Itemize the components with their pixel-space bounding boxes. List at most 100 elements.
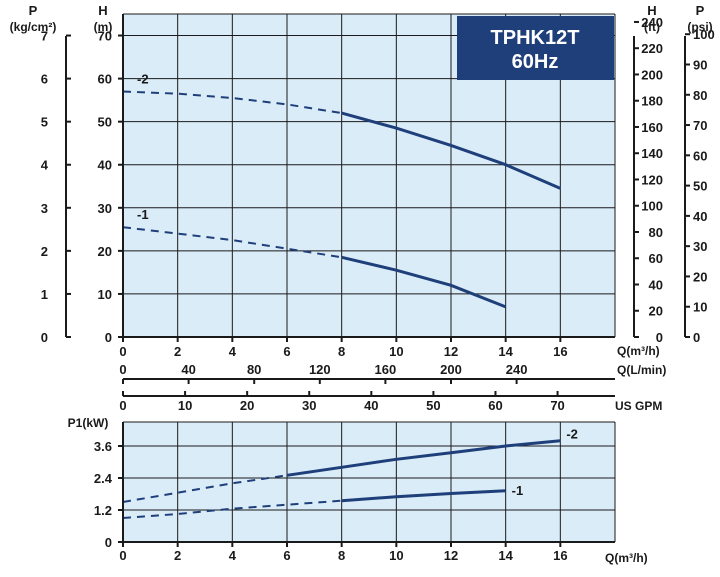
lmin-tick-label: 80 (247, 362, 261, 377)
h-ft-tick-label: 180 (641, 94, 663, 109)
gpm-tick-label: 70 (550, 398, 564, 413)
p-psi-tick-label: 30 (693, 239, 707, 254)
lmin-tick-label: 200 (440, 362, 462, 377)
lmin-tick-label: 0 (119, 362, 126, 377)
p-kg-tick-label: 5 (41, 115, 48, 130)
power-curve-n2-solid (286, 439, 561, 477)
bottom-curves (122, 439, 561, 519)
p1-tick-label: 0 (105, 535, 112, 550)
h-ft-tick-label: 40 (649, 277, 663, 292)
h-ft-tick-label: 0 (656, 330, 663, 345)
p-kg-tick-label: 0 (41, 330, 48, 345)
p-psi-axis-label: P (696, 3, 705, 18)
q-bottom-tick-label: 4 (229, 548, 237, 563)
q-bottom-tick-label: 2 (174, 548, 181, 563)
gpm-axis-label: US GPM (615, 399, 662, 413)
q-tick-label: 14 (498, 344, 513, 359)
p-kg-tick-label: 3 (41, 201, 48, 216)
gpm-tick-label: 30 (302, 398, 316, 413)
lmin-axis-label: Q(L/min) (617, 363, 666, 377)
h-ft-tick-label: 200 (641, 67, 663, 82)
q-bottom-tick-label: 12 (444, 548, 458, 563)
power-series-label: -2 (566, 427, 578, 442)
head-curve-n1-solid (341, 255, 507, 309)
h-ft-tick-label: 160 (641, 120, 663, 135)
head-series-label: -2 (137, 72, 149, 87)
p-kg-tick-label: 1 (41, 287, 48, 302)
gpm-tick-label: 20 (240, 398, 254, 413)
head-curve-n1-dashed (122, 226, 342, 259)
h-tick-label: 20 (98, 244, 112, 259)
h-tick-label: 70 (98, 29, 112, 44)
h-ft-tick-label: 220 (641, 41, 663, 56)
p-kg-tick-label: 4 (41, 158, 49, 173)
h-tick-label: 10 (98, 287, 112, 302)
p-kg-tick-label: 2 (41, 244, 48, 259)
h-tick-label: 30 (98, 201, 112, 216)
h-ft-tick-label: 240 (641, 15, 663, 30)
q-tick-label: 4 (229, 344, 237, 359)
h-tick-label: 0 (105, 330, 112, 345)
power-curve-n1-dashed (122, 499, 342, 519)
q-tick-label: 10 (389, 344, 403, 359)
q-tick-label: 6 (283, 344, 290, 359)
axes (65, 14, 690, 547)
h-ft-tick-label: 120 (641, 172, 663, 187)
p-psi-tick-label: 10 (693, 300, 707, 315)
h-tick-label: 60 (98, 72, 112, 87)
p-psi-tick-label: 90 (693, 57, 707, 72)
power-curve-n1-solid (341, 489, 506, 503)
q-bottom-tick-label: 0 (119, 548, 126, 563)
p-psi-tick-label: 100 (693, 27, 715, 42)
h-ft-tick-label: 140 (641, 146, 663, 161)
gpm-tick-label: 0 (119, 398, 126, 413)
p-psi-axis-unit: (psi) (687, 20, 712, 34)
p-kg-tick-label: 7 (41, 29, 48, 44)
labels: -2-1-2-1010203040506070H(m)01234567P(kg/… (10, 3, 715, 565)
gpm-tick-label: 60 (488, 398, 502, 413)
h-ft-tick-label: 60 (649, 251, 663, 266)
head-curve-n2-solid (341, 111, 561, 190)
q-tick-label: 12 (444, 344, 458, 359)
q-bottom-axis-label: Q(m³/h) (605, 551, 648, 565)
lmin-tick-label: 160 (375, 362, 397, 377)
p-psi-tick-label: 0 (693, 330, 700, 345)
q-tick-label: 0 (119, 344, 126, 359)
p-psi-tick-label: 40 (693, 209, 707, 224)
p1-tick-label: 1.2 (94, 503, 112, 518)
q-bottom-tick-label: 14 (498, 548, 513, 563)
gpm-tick-label: 50 (426, 398, 440, 413)
h-axis-label: H (98, 3, 107, 18)
h-tick-label: 40 (98, 158, 112, 173)
q-tick-label: 8 (338, 344, 345, 359)
q-bottom-tick-label: 6 (283, 548, 290, 563)
p-kg-axis-label: P (29, 3, 38, 18)
p-kg-axis-unit: (kg/cm²) (10, 20, 57, 34)
p-psi-tick-label: 20 (693, 269, 707, 284)
bottom-plot-background (123, 422, 615, 542)
h-axis-unit: (m) (94, 20, 113, 34)
p-kg-tick-label: 6 (41, 72, 48, 87)
lmin-tick-label: 240 (506, 362, 528, 377)
head-series-label: -1 (137, 207, 149, 222)
top-curves (122, 90, 561, 309)
h-ft-axis-label: H (647, 3, 656, 18)
h-ft-tick-label: 100 (641, 199, 663, 214)
gpm-tick-label: 10 (178, 398, 192, 413)
h-ft-axis-unit: (ft) (644, 20, 660, 34)
lmin-tick-label: 120 (309, 362, 331, 377)
h-ft-tick-label: 20 (649, 304, 663, 319)
p-psi-tick-label: 70 (693, 118, 707, 133)
lmin-tick-label: 40 (181, 362, 195, 377)
title-line-1: TPHK12T (491, 27, 580, 49)
p1-tick-label: 3.6 (94, 439, 112, 454)
p1-tick-label: 2.4 (94, 471, 113, 486)
head-curve-n2-dashed (122, 90, 342, 115)
q-bottom-tick-label: 8 (338, 548, 345, 563)
h-ft-tick-label: 80 (649, 225, 663, 240)
power-series-label: -1 (512, 483, 524, 498)
q-tick-label: 16 (553, 344, 567, 359)
title-box (457, 16, 614, 80)
